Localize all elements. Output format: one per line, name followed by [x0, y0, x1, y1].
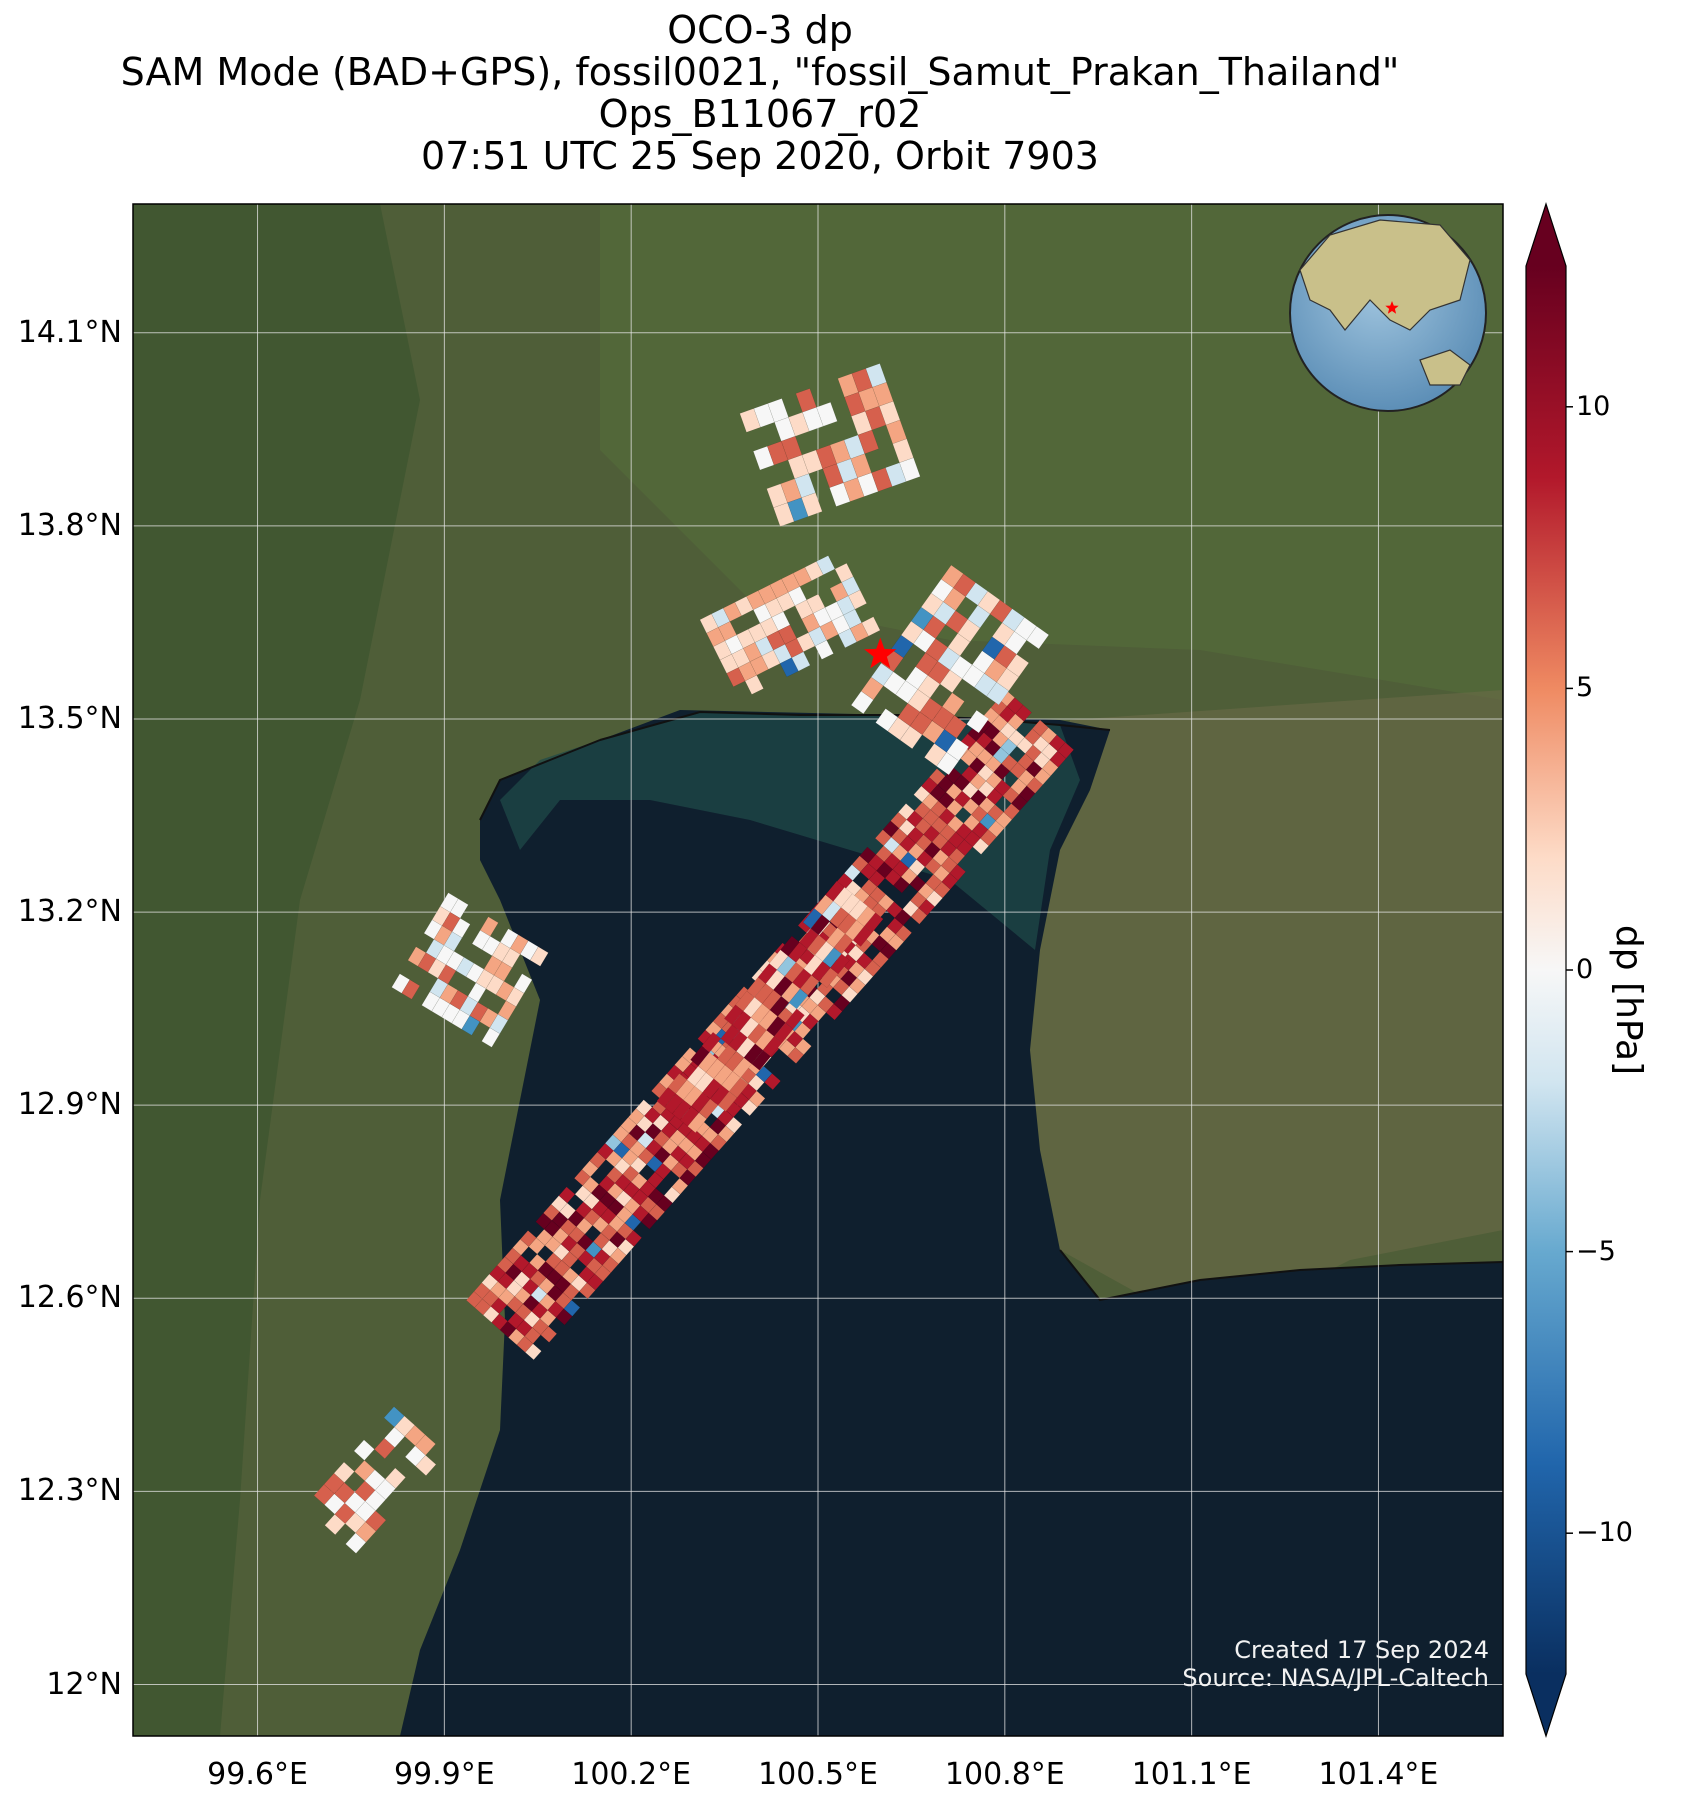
- latitude-tick-label: 13.5°N: [17, 700, 122, 736]
- sounding-footprint: [1015, 704, 1032, 722]
- sounding-footprint: [791, 651, 811, 672]
- latitude-tick-label: 13.8°N: [17, 507, 122, 543]
- sounding-footprint: [814, 639, 834, 660]
- sounding-footprints: [313, 363, 1075, 1554]
- colorbar-outline: [1525, 202, 1567, 1738]
- longitude-tick-label: 100.8°E: [944, 1757, 1065, 1792]
- sounding-footprint: [946, 737, 970, 762]
- title-line-4: 07:51 UTC 25 Sep 2020, Orbit 7903: [421, 134, 1099, 178]
- sounding-footprint: [748, 1090, 766, 1108]
- latitude-tick-label: 12.6°N: [17, 1280, 122, 1316]
- colorbar-tick-marks: [1566, 406, 1573, 1534]
- sounding-footprint: [1026, 625, 1050, 650]
- title-line-2: SAM Mode (BAD+GPS), fossil0021, "fossil_…: [120, 50, 1400, 94]
- sounding-footprint: [384, 1467, 406, 1489]
- longitude-tick-label: 101.4°E: [1318, 1757, 1439, 1792]
- sounding-footprint: [830, 953, 850, 975]
- colorbar-gradient: [1526, 266, 1566, 1674]
- sounding-footprint: [481, 1027, 501, 1048]
- sounding-footprint: [857, 429, 880, 455]
- western-mountains: [133, 204, 420, 1736]
- sounding-footprint: [563, 1299, 581, 1317]
- sounding-footprint: [899, 457, 921, 482]
- sounding-footprint: [365, 1510, 387, 1532]
- sounding-footprint: [540, 1325, 558, 1343]
- sounding-footprint: [1057, 742, 1075, 759]
- longitude-tick-label: 101.1°E: [1131, 1757, 1252, 1792]
- longitude-tick-label: 100.5°E: [758, 1757, 878, 1792]
- globe-asia-landmass: [1299, 219, 1471, 331]
- globe-star-marker: [1385, 301, 1399, 314]
- target-star-marker: [864, 637, 897, 669]
- sounding-footprint: [401, 979, 421, 1000]
- latitude-tick-label: 12.3°N: [17, 1473, 122, 1509]
- title-line-3: Ops_B11067_r02: [598, 92, 922, 136]
- gulf-of-thailand: [400, 710, 1503, 1736]
- eastern-land: [1020, 690, 1503, 1310]
- sounding-footprint: [895, 925, 913, 942]
- sounding-footprint: [941, 692, 965, 716]
- sounding-footprint: [728, 1077, 749, 1099]
- sounding-footprint: [1006, 653, 1030, 678]
- created-date: Created 17 Sep 2024: [1234, 1636, 1489, 1664]
- sounding-footprint: [794, 1038, 812, 1056]
- central-plain: [600, 204, 1503, 700]
- map-frame: [132, 203, 1504, 1737]
- colorbar-tick-label: −10: [1576, 1517, 1633, 1549]
- inset-globe: [1289, 214, 1487, 412]
- longitude-tick-label: 100.2°E: [571, 1757, 692, 1792]
- sounding-footprint: [764, 1073, 781, 1091]
- sounding-footprint: [414, 1434, 436, 1456]
- sounding-footprint: [725, 1116, 743, 1134]
- sounding-footprint: [415, 1454, 437, 1476]
- sounding-footprint: [966, 709, 990, 734]
- sounding-footprint: [861, 616, 881, 637]
- colorbar-tick-label: 10: [1576, 390, 1611, 422]
- sounding-footprint: [847, 589, 868, 610]
- colorbar-tick-label: −5: [1576, 1235, 1616, 1267]
- colorbar-extend-max: [1526, 204, 1566, 266]
- globe-australia-landmass: [1419, 349, 1471, 386]
- sounding-footprint: [863, 912, 884, 934]
- sounding-footprint: [461, 1015, 481, 1036]
- sounding-footprint: [625, 1230, 643, 1247]
- latitude-tick-label: 13.2°N: [17, 894, 122, 930]
- sounding-footprint: [801, 492, 823, 517]
- longitude-tick-label: 99.9°E: [393, 1757, 495, 1792]
- colorbar-tick-label: 0: [1576, 954, 1594, 985]
- longitude-tick-label: 99.6°E: [207, 1757, 308, 1792]
- latitude-tick-label: 12°N: [46, 1666, 122, 1702]
- colorbar-tick-label: 5: [1576, 672, 1594, 704]
- latitude-tick-label: 12.9°N: [17, 1087, 122, 1123]
- gridlines: [133, 204, 1503, 1736]
- colorbar: [1525, 202, 1573, 1738]
- sounding-footprint: [524, 1343, 542, 1361]
- sounding-footprint: [949, 864, 967, 881]
- sounding-footprint: [785, 1008, 805, 1030]
- title-line-1: OCO-3 dp: [667, 8, 853, 52]
- latitude-tick-label: 14.1°N: [17, 314, 122, 350]
- source-credit: Source: NASA/JPL-Caltech: [1182, 1664, 1489, 1692]
- sounding-footprint: [744, 674, 764, 695]
- sounding-footprint: [529, 946, 549, 967]
- colorbar-label: dp [hPa]: [1608, 924, 1649, 1076]
- sounding-footprint: [816, 401, 838, 427]
- colorbar-extend-min: [1526, 1674, 1566, 1736]
